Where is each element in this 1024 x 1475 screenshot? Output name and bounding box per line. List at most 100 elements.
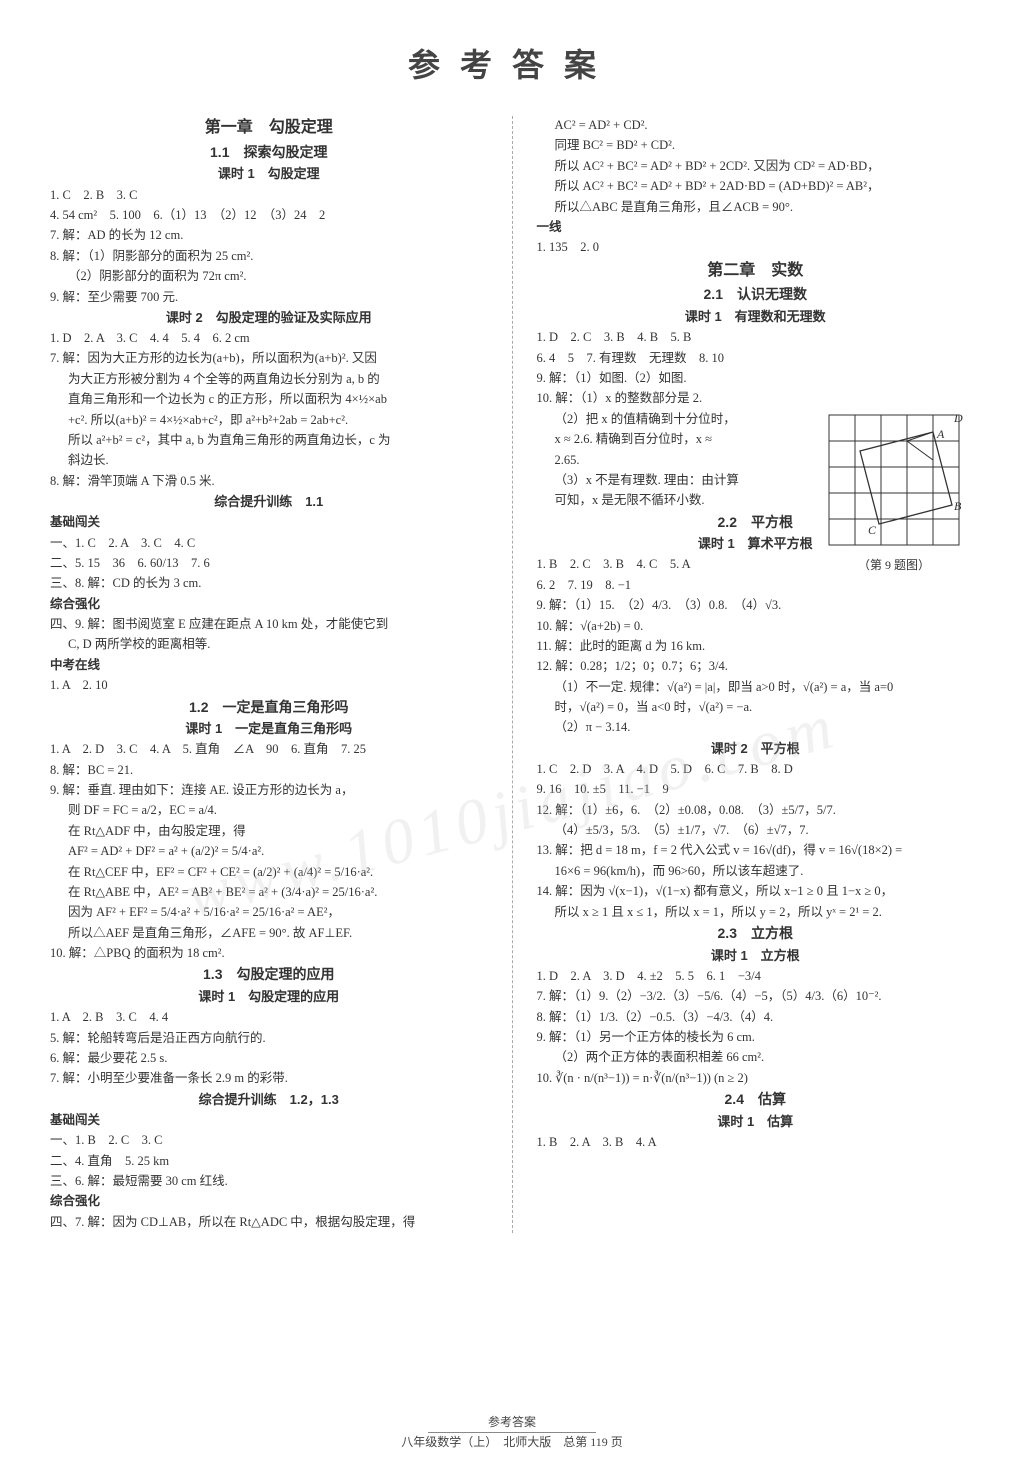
section-2-4-title: 2.4 估算 bbox=[537, 1089, 975, 1111]
section-2-3-title: 2.3 立方根 bbox=[537, 923, 975, 945]
answer-line: 8. 解：滑竿顶端 A 下滑 0.5 米. bbox=[50, 472, 488, 491]
answer-line: 7. 解：小明至少要准备一条长 2.9 m 的彩带. bbox=[50, 1069, 488, 1088]
chapter-1-title: 第一章 勾股定理 bbox=[50, 116, 488, 141]
answer-line: 10. ∛(n · n/(n³−1)) = n·∛(n/(n³−1)) (n ≥… bbox=[537, 1069, 975, 1088]
answer-line: 8. 解：（1）1/3.（2）−0.5.（3）−4/3.（4）4. bbox=[537, 1008, 975, 1027]
answer-line: 一、1. C 2. A 3. C 4. C bbox=[50, 534, 488, 553]
column-divider bbox=[512, 116, 513, 1233]
left-column: 第一章 勾股定理 1.1 探索勾股定理 课时 1 勾股定理 1. C 2. B … bbox=[50, 116, 488, 1233]
lesson-4-title: 课时 1 勾股定理的应用 bbox=[50, 987, 488, 1007]
answer-line: 在 Rt△CEF 中，EF² = CF² + CE² = (a/2)² + (a… bbox=[50, 863, 488, 882]
training-title: 综合提升训练 1.2，1.3 bbox=[50, 1090, 488, 1110]
lesson-21-title: 课时 1 有理数和无理数 bbox=[537, 307, 975, 327]
answer-line: 10. 解：√(a+2b) = 0. bbox=[537, 617, 975, 636]
label-d: D bbox=[953, 411, 963, 425]
section-2-1-title: 2.1 认识无理数 bbox=[537, 284, 975, 306]
label-b: B bbox=[954, 499, 962, 513]
page-footer: 参考答案 八年级数学（上） 北师大版 总第 119 页 bbox=[0, 1413, 1024, 1450]
answer-line: 一、1. B 2. C 3. C bbox=[50, 1131, 488, 1150]
lesson-24-title: 课时 1 立方根 bbox=[537, 946, 975, 966]
right-column: AC² = AD² + CD². 同理 BC² = BD² + CD². 所以 … bbox=[537, 116, 975, 1233]
answer-line: 则 DF = FC = a/2，EC = a/4. bbox=[50, 801, 488, 820]
content-columns: 第一章 勾股定理 1.1 探索勾股定理 课时 1 勾股定理 1. C 2. B … bbox=[50, 116, 974, 1233]
answer-line: 在 Rt△ABE 中，AE² = AB² + BE² = a² + (3/4·a… bbox=[50, 883, 488, 902]
sub-heading: 综合强化 bbox=[50, 595, 488, 614]
answer-line: 1. C 2. B 3. C bbox=[50, 186, 488, 205]
sub-heading: 基础闯关 bbox=[50, 513, 488, 532]
answer-line: （1）不一定. 规律：√(a²) = |a|，即当 a>0 时，√(a²) = … bbox=[537, 678, 975, 697]
answer-line: 因为 AF² + EF² = 5/4·a² + 5/16·a² = 25/16·… bbox=[50, 903, 488, 922]
page-title: 参考答案 bbox=[50, 40, 974, 86]
training-title: 综合提升训练 1.1 bbox=[50, 492, 488, 512]
answer-line: 7. 解：AD 的长为 12 cm. bbox=[50, 226, 488, 245]
answer-line: 16×6 = 96(km/h)，而 96>60，所以该车超速了. bbox=[537, 862, 975, 881]
answer-line: 9. 16 10. ±5 11. −1 9 bbox=[537, 780, 975, 799]
answer-line: 7. 解：（1）9.（2）−3/2.（3）−5/6.（4）−5，（5）4/3.（… bbox=[537, 987, 975, 1006]
answer-line: 为大正方形被分割为 4 个全等的两直角边长分别为 a, b 的 bbox=[50, 370, 488, 389]
answer-line: （2）π − 3.14. bbox=[537, 718, 975, 737]
answer-line: 三、8. 解：CD 的长为 3 cm. bbox=[50, 574, 488, 593]
answer-line: 8. 解：BC = 21. bbox=[50, 761, 488, 780]
grid-svg: D A B C bbox=[824, 410, 964, 550]
answer-line: 所以 x ≥ 1 且 x ≤ 1，所以 x = 1，所以 y = 2，所以 yˣ… bbox=[537, 903, 975, 922]
answer-line: 所以△AEF 是直角三角形，∠AFE = 90°. 故 AF⊥EF. bbox=[50, 924, 488, 943]
chapter-2-title: 第二章 实数 bbox=[537, 259, 975, 284]
footer-line-1: 参考答案 bbox=[428, 1413, 596, 1433]
answer-line: 1. A 2. B 3. C 4. 4 bbox=[50, 1008, 488, 1027]
lesson-2-title: 课时 2 勾股定理的验证及实际应用 bbox=[50, 308, 488, 328]
answer-line: +c². 所以(a+b)² = 4×½×ab+c²，即 a²+b²+2ab = … bbox=[50, 411, 488, 430]
section-1-2-title: 1.2 一定是直角三角形吗 bbox=[50, 697, 488, 719]
answer-line: 13. 解：把 d = 18 m，f = 2 代入公式 v = 16√(df)，… bbox=[537, 841, 975, 860]
section-1-3-title: 1.3 勾股定理的应用 bbox=[50, 964, 488, 986]
footer-line-2: 八年级数学（上） 北师大版 总第 119 页 bbox=[0, 1433, 1024, 1450]
answer-line: 10. 解：△PBQ 的面积为 18 cm². bbox=[50, 944, 488, 963]
answer-line: 9. 解：垂直. 理由如下：连接 AE. 设正方形的边长为 a， bbox=[50, 781, 488, 800]
answer-line: 6. 2 7. 19 8. −1 bbox=[537, 576, 975, 595]
answer-line: 同理 BC² = BD² + CD². bbox=[537, 136, 975, 155]
answer-line: 6. 4 5 7. 有理数 无理数 8. 10 bbox=[537, 349, 975, 368]
lesson-1-title: 课时 1 勾股定理 bbox=[50, 164, 488, 184]
answer-line: 1. C 2. D 3. A 4. D 5. D 6. C 7. B 8. D bbox=[537, 760, 975, 779]
sub-heading: 基础闯关 bbox=[50, 1111, 488, 1130]
answer-line: 7. 解：因为大正方形的边长为(a+b)，所以面积为(a+b)². 又因 bbox=[50, 349, 488, 368]
answer-line: AC² = AD² + CD². bbox=[537, 116, 975, 135]
answer-line: 1. A 2. D 3. C 4. A 5. 直角 ∠A 90 6. 直角 7.… bbox=[50, 740, 488, 759]
answer-line: 所以 AC² + BC² = AD² + BD² + 2CD². 又因为 CD²… bbox=[537, 157, 975, 176]
answer-line: 5. 解：轮船转弯后是沿正西方向航行的. bbox=[50, 1029, 488, 1048]
answer-line: 1. B 2. A 3. B 4. A bbox=[537, 1133, 975, 1152]
sub-heading: 中考在线 bbox=[50, 656, 488, 675]
answer-line: 1. D 2. C 3. B 4. B 5. B bbox=[537, 328, 975, 347]
answer-line: 12. 解：0.28；1/2；0；0.7；6；3/4. bbox=[537, 657, 975, 676]
answer-line: 二、4. 直角 5. 25 km bbox=[50, 1152, 488, 1171]
answer-line: （2）阴影部分的面积为 72π cm². bbox=[50, 267, 488, 286]
answer-line: 1. D 2. A 3. C 4. 4 5. 4 6. 2 cm bbox=[50, 329, 488, 348]
answer-line: AF² = AD² + DF² = a² + (a/2)² = 5/4·a². bbox=[50, 842, 488, 861]
answer-line: 11. 解：此时的距离 d 为 16 km. bbox=[537, 637, 975, 656]
answer-line: 10. 解：（1）x 的整数部分是 2. bbox=[537, 389, 975, 408]
lesson-3-title: 课时 1 一定是直角三角形吗 bbox=[50, 719, 488, 739]
problem-9-diagram: D A B C （第 9 题图） bbox=[824, 410, 964, 573]
diagram-caption: （第 9 题图） bbox=[824, 556, 964, 573]
sub-heading: 综合强化 bbox=[50, 1192, 488, 1211]
lesson-23-title: 课时 2 平方根 bbox=[537, 739, 975, 759]
sub-heading: 一线 bbox=[537, 218, 975, 237]
answer-line: 9. 解：（1）15. （2）4/3. （3）0.8. （4）√3. bbox=[537, 596, 975, 615]
answer-line: 时，√(a²) = 0，当 a<0 时，√(a²) = −a. bbox=[537, 698, 975, 717]
answer-line: 所以△ABC 是直角三角形，且∠ACB = 90°. bbox=[537, 198, 975, 217]
answer-line: 1. 135 2. 0 bbox=[537, 238, 975, 257]
answer-line: 直角三角形和一个边长为 c 的正方形，所以面积为 4×½×ab bbox=[50, 390, 488, 409]
answer-line: 12. 解：（1）±6，6. （2）±0.08，0.08. （3）±5/7，5/… bbox=[537, 801, 975, 820]
answer-line: 9. 解：（1）如图.（2）如图. bbox=[537, 369, 975, 388]
section-1-1-title: 1.1 探索勾股定理 bbox=[50, 142, 488, 164]
answer-line: 二、5. 15 36 6. 60/13 7. 6 bbox=[50, 554, 488, 573]
label-c: C bbox=[868, 523, 877, 537]
answer-line: 四、7. 解：因为 CD⊥AB，所以在 Rt△ADC 中，根据勾股定理，得 bbox=[50, 1213, 488, 1232]
answer-line: C, D 两所学校的距离相等. bbox=[50, 635, 488, 654]
answer-line: 14. 解：因为 √(x−1)，√(1−x) 都有意义，所以 x−1 ≥ 0 且… bbox=[537, 882, 975, 901]
answer-line: 四、9. 解：图书阅览室 E 应建在距点 A 10 km 处，才能使它到 bbox=[50, 615, 488, 634]
lesson-25-title: 课时 1 估算 bbox=[537, 1112, 975, 1132]
answer-line: 三、6. 解：最短需要 30 cm 红线. bbox=[50, 1172, 488, 1191]
answer-line: 9. 解：（1）另一个正方体的棱长为 6 cm. bbox=[537, 1028, 975, 1047]
answer-line: 在 Rt△ADF 中，由勾股定理，得 bbox=[50, 822, 488, 841]
answer-line: 9. 解：至少需要 700 元. bbox=[50, 288, 488, 307]
